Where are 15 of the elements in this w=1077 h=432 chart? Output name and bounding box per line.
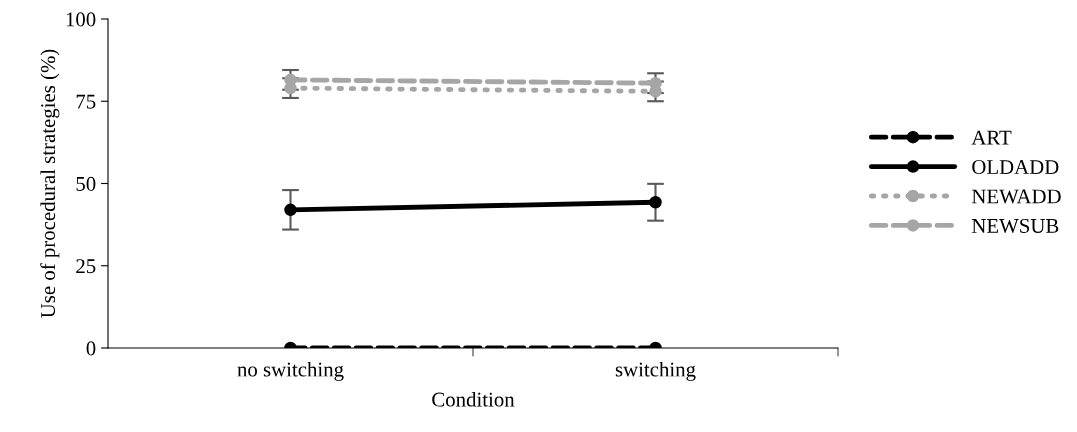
y-tick-label: 50 [76,176,96,191]
point [284,203,297,217]
y-tick-label: 100 [66,12,96,27]
x-tick-label: no switching [237,361,344,381]
legend-label: NEWADD [971,189,1061,204]
y-tick-label: 25 [76,259,96,274]
x-axis-title: Condition [432,391,515,407]
legend-label: ART [971,130,1012,145]
point [649,196,662,209]
x-tick-label: switching [615,361,696,381]
y-axis-title: Use of procedural strategies (%) [40,49,60,318]
y-tick-label: 75 [76,94,96,109]
legend-label: NEWSUB [971,218,1059,234]
y-tick-label: 0 [86,341,96,356]
legend-label: OLDADD [972,160,1059,175]
